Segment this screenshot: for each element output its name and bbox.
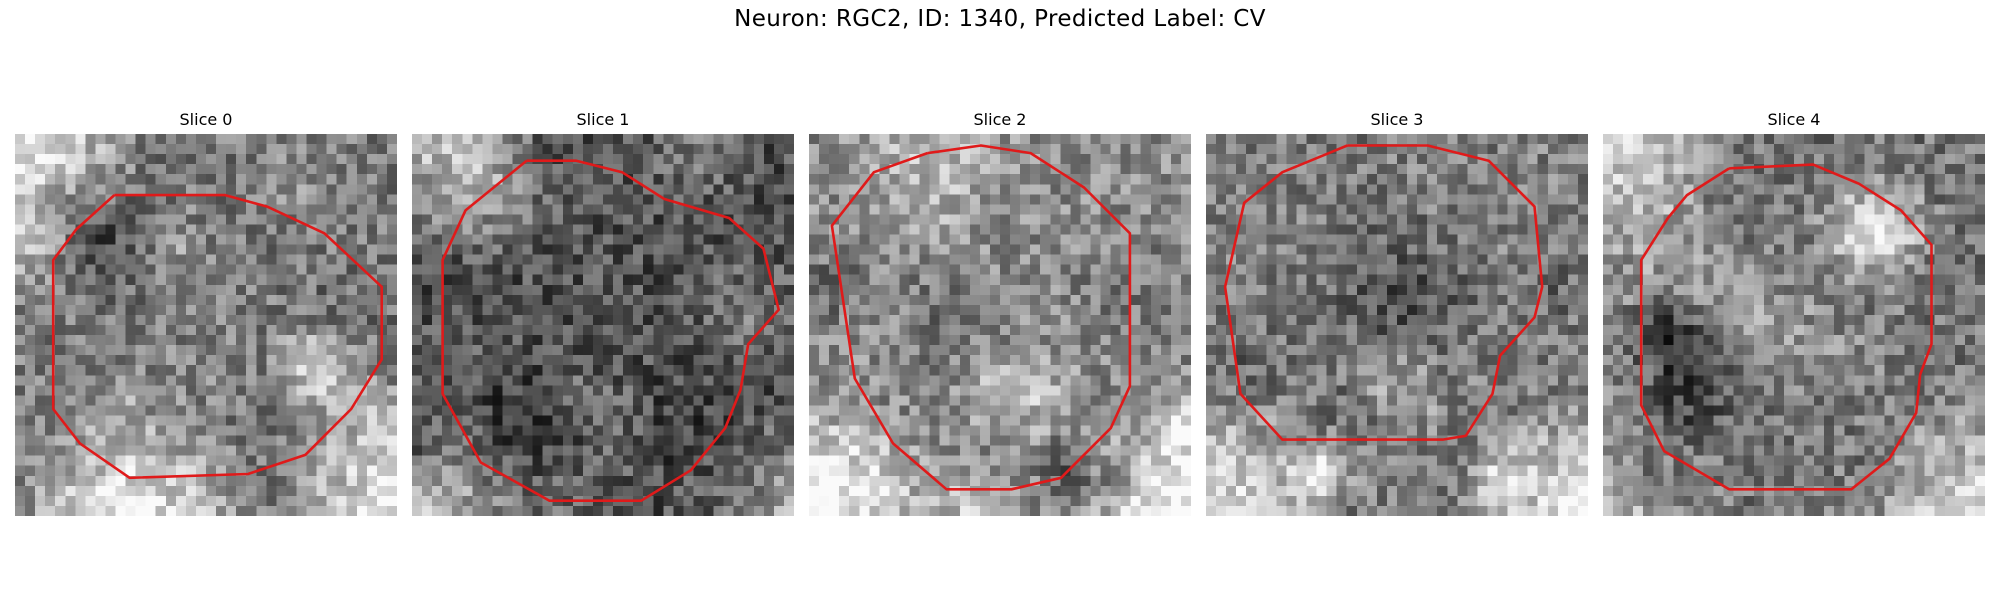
slice-contour-2 — [830, 144, 1132, 491]
contour-line-2 — [830, 144, 1132, 491]
slice-title-1: Slice 1 — [576, 110, 630, 129]
contour-line-3 — [1223, 144, 1544, 441]
slice-panel-3: Slice 3 — [1206, 110, 1588, 518]
contour-line-4 — [1639, 163, 1933, 491]
slice-title-0: Slice 0 — [179, 110, 233, 129]
slice-panel-4: Slice 4 — [1603, 110, 1985, 518]
contour-line-0 — [51, 193, 384, 480]
slice-panel-0: Slice 0 — [15, 110, 397, 518]
slice-contour-0 — [51, 193, 384, 480]
figure-title: Neuron: RGC2, ID: 1340, Predicted Label:… — [734, 6, 1266, 32]
slice-title-3: Slice 3 — [1370, 110, 1424, 129]
slice-contour-4 — [1639, 163, 1933, 491]
slice-contour-3 — [1223, 144, 1544, 441]
contour-line-1 — [441, 159, 781, 503]
slice-panel-2: Slice 2 — [809, 110, 1191, 518]
slice-contour-1 — [441, 159, 781, 503]
slice-title-2: Slice 2 — [973, 110, 1027, 129]
slice-title-4: Slice 4 — [1767, 110, 1821, 129]
slice-image-2 — [809, 134, 1191, 516]
slice-panel-1: Slice 1 — [412, 110, 794, 518]
slice-image-0 — [15, 134, 397, 516]
